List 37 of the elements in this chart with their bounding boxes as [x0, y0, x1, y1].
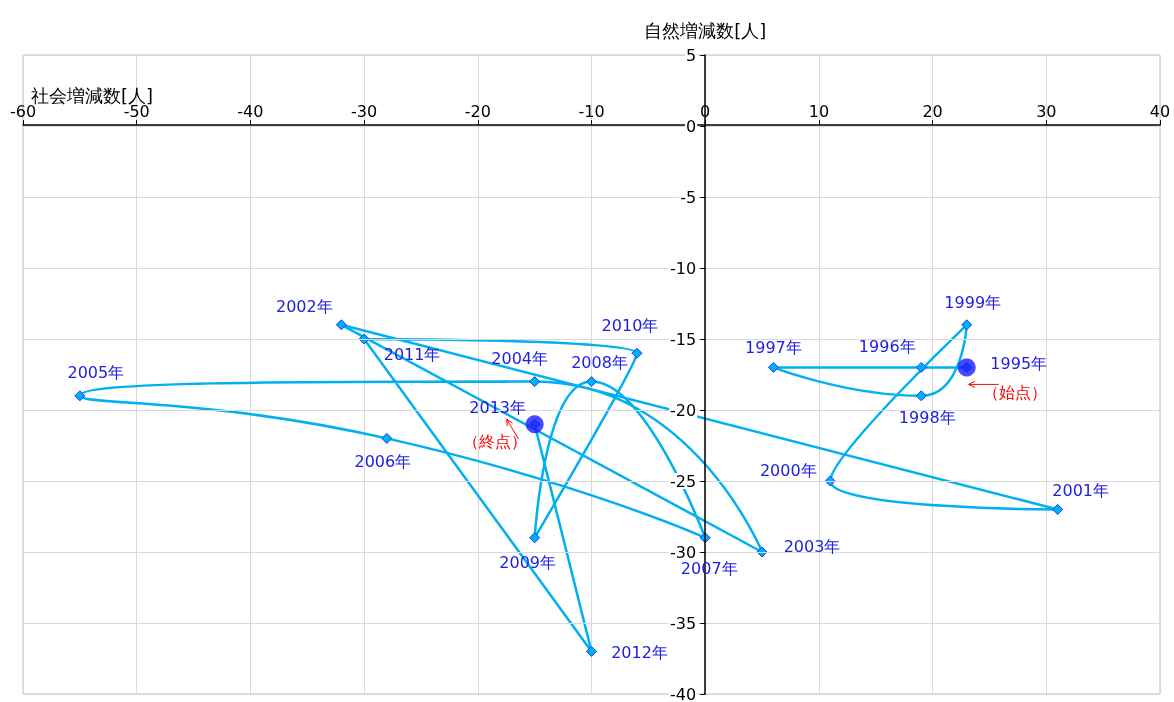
annotation: 2003年 — [783, 536, 841, 556]
y-tick-label: -15 — [670, 329, 697, 349]
annotation: （終点） — [462, 431, 527, 451]
annotation: 1997年 — [745, 337, 802, 357]
y-tick-label: -20 — [670, 400, 697, 420]
x-tick-label: 20 — [922, 101, 943, 121]
annotation: 2002年 — [276, 297, 333, 317]
x-tick-label: 10 — [808, 101, 830, 121]
x-tick-label: -20 — [464, 101, 491, 121]
x-tick-label: -40 — [237, 101, 264, 121]
x-tick-label: -30 — [351, 101, 378, 121]
annotation: 1999年 — [944, 293, 1002, 313]
annotation: 2013年 — [469, 397, 527, 417]
x-tick-label: -10 — [578, 101, 605, 121]
y-tick-label: 0 — [686, 116, 697, 136]
annotation: 1996年 — [858, 336, 916, 356]
y-tick-label: -5 — [680, 187, 697, 207]
annotation: 2005年 — [67, 363, 125, 383]
x-tick-label: 30 — [1036, 101, 1057, 121]
annotation: 2004年 — [491, 349, 549, 369]
y-tick-label: -35 — [670, 613, 697, 633]
annotation: 2000年 — [759, 460, 817, 480]
y-tick-label: -30 — [670, 542, 697, 562]
y-tick-label: -25 — [670, 471, 697, 491]
y-axis-title: 自然増減数[人] — [644, 19, 767, 41]
annotation: 2008年 — [571, 353, 628, 373]
y-tick-label: -10 — [670, 258, 697, 278]
y-tick-label: -40 — [670, 684, 697, 702]
annotation: 2006年 — [354, 451, 412, 471]
annotation: 1995年 — [990, 353, 1048, 373]
x-tick-label: 40 — [1149, 101, 1171, 121]
y-tick-label: 5 — [686, 45, 697, 65]
annotation: 1998年 — [898, 408, 956, 428]
annotation: 2012年 — [611, 642, 668, 662]
annotation: 2010年 — [601, 315, 659, 335]
annotation: （始点） — [982, 382, 1047, 402]
annotation: 2001年 — [1052, 480, 1110, 500]
